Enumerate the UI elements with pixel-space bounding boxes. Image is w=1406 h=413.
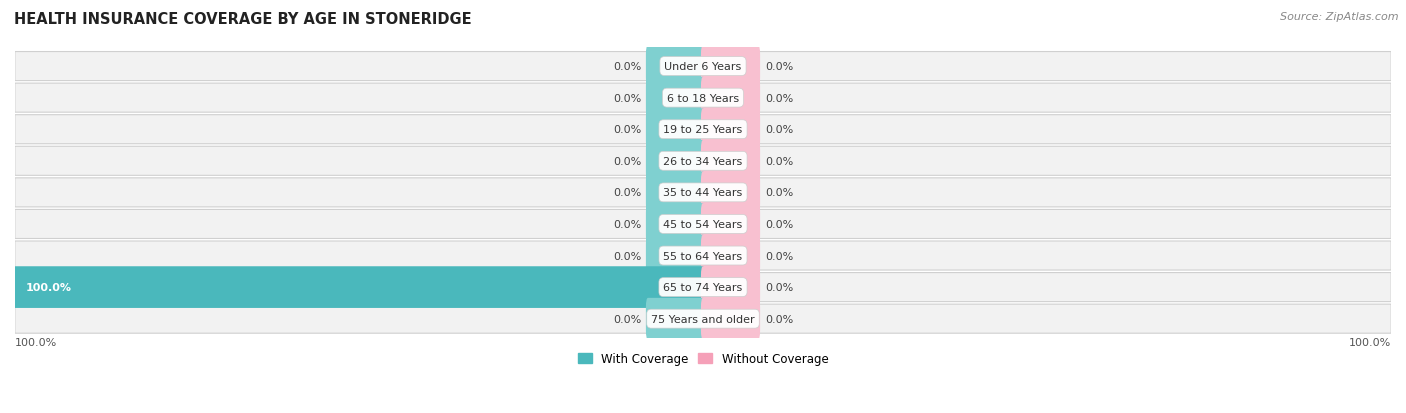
FancyBboxPatch shape xyxy=(645,298,704,340)
Text: 45 to 54 Years: 45 to 54 Years xyxy=(664,219,742,229)
FancyBboxPatch shape xyxy=(15,147,1391,176)
Text: 0.0%: 0.0% xyxy=(765,219,793,229)
FancyBboxPatch shape xyxy=(645,109,704,151)
Text: 0.0%: 0.0% xyxy=(765,314,793,324)
FancyBboxPatch shape xyxy=(645,46,704,88)
Text: 6 to 18 Years: 6 to 18 Years xyxy=(666,93,740,103)
Text: 0.0%: 0.0% xyxy=(765,251,793,261)
FancyBboxPatch shape xyxy=(645,140,704,182)
Text: 75 Years and older: 75 Years and older xyxy=(651,314,755,324)
FancyBboxPatch shape xyxy=(15,84,1391,113)
Text: 0.0%: 0.0% xyxy=(765,93,793,103)
Text: 0.0%: 0.0% xyxy=(613,188,641,198)
FancyBboxPatch shape xyxy=(702,78,761,119)
FancyBboxPatch shape xyxy=(702,109,761,151)
Text: 100.0%: 100.0% xyxy=(15,337,58,347)
FancyBboxPatch shape xyxy=(702,235,761,277)
FancyBboxPatch shape xyxy=(15,210,1391,239)
Text: 0.0%: 0.0% xyxy=(765,125,793,135)
Text: 19 to 25 Years: 19 to 25 Years xyxy=(664,125,742,135)
FancyBboxPatch shape xyxy=(702,267,761,308)
Text: 26 to 34 Years: 26 to 34 Years xyxy=(664,157,742,166)
FancyBboxPatch shape xyxy=(702,204,761,245)
FancyBboxPatch shape xyxy=(15,273,1391,302)
Text: 0.0%: 0.0% xyxy=(613,251,641,261)
Text: 0.0%: 0.0% xyxy=(765,282,793,292)
FancyBboxPatch shape xyxy=(702,298,761,340)
FancyBboxPatch shape xyxy=(15,115,1391,145)
FancyBboxPatch shape xyxy=(13,267,704,308)
Text: 55 to 64 Years: 55 to 64 Years xyxy=(664,251,742,261)
Text: 35 to 44 Years: 35 to 44 Years xyxy=(664,188,742,198)
Text: 0.0%: 0.0% xyxy=(613,219,641,229)
FancyBboxPatch shape xyxy=(645,172,704,214)
Text: 0.0%: 0.0% xyxy=(765,62,793,72)
Text: 0.0%: 0.0% xyxy=(613,157,641,166)
Text: 0.0%: 0.0% xyxy=(765,188,793,198)
FancyBboxPatch shape xyxy=(702,172,761,214)
Legend: With Coverage, Without Coverage: With Coverage, Without Coverage xyxy=(572,347,834,370)
Text: Source: ZipAtlas.com: Source: ZipAtlas.com xyxy=(1281,12,1399,22)
FancyBboxPatch shape xyxy=(15,52,1391,81)
Text: 100.0%: 100.0% xyxy=(25,282,72,292)
FancyBboxPatch shape xyxy=(702,140,761,182)
FancyBboxPatch shape xyxy=(645,78,704,119)
FancyBboxPatch shape xyxy=(15,304,1391,333)
FancyBboxPatch shape xyxy=(645,204,704,245)
Text: 65 to 74 Years: 65 to 74 Years xyxy=(664,282,742,292)
Text: 0.0%: 0.0% xyxy=(613,125,641,135)
FancyBboxPatch shape xyxy=(15,178,1391,207)
FancyBboxPatch shape xyxy=(702,46,761,88)
Text: 0.0%: 0.0% xyxy=(613,62,641,72)
FancyBboxPatch shape xyxy=(645,235,704,277)
Text: 100.0%: 100.0% xyxy=(1348,337,1391,347)
Text: 0.0%: 0.0% xyxy=(765,157,793,166)
Text: HEALTH INSURANCE COVERAGE BY AGE IN STONERIDGE: HEALTH INSURANCE COVERAGE BY AGE IN STON… xyxy=(14,12,471,27)
Text: Under 6 Years: Under 6 Years xyxy=(665,62,741,72)
Text: 0.0%: 0.0% xyxy=(613,93,641,103)
Text: 0.0%: 0.0% xyxy=(613,314,641,324)
FancyBboxPatch shape xyxy=(15,242,1391,271)
